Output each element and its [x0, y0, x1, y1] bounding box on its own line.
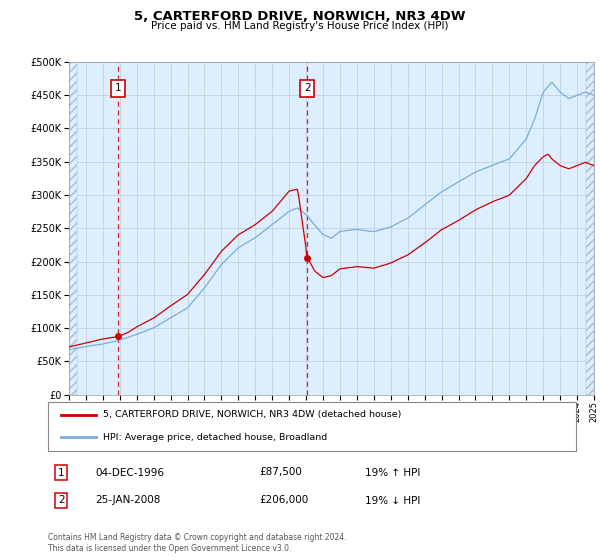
Text: Price paid vs. HM Land Registry's House Price Index (HPI): Price paid vs. HM Land Registry's House … — [151, 21, 449, 31]
Text: 1: 1 — [58, 468, 65, 478]
Polygon shape — [69, 62, 77, 395]
Text: 19% ↑ HPI: 19% ↑ HPI — [365, 468, 420, 478]
Text: 2: 2 — [58, 496, 65, 506]
Text: 25-JAN-2008: 25-JAN-2008 — [95, 496, 161, 506]
Text: 04-DEC-1996: 04-DEC-1996 — [95, 468, 164, 478]
Text: HPI: Average price, detached house, Broadland: HPI: Average price, detached house, Broa… — [103, 433, 328, 442]
Text: £206,000: £206,000 — [259, 496, 308, 506]
Text: 2: 2 — [304, 83, 311, 94]
Text: £87,500: £87,500 — [259, 468, 302, 478]
Text: Contains HM Land Registry data © Crown copyright and database right 2024.
This d: Contains HM Land Registry data © Crown c… — [48, 533, 347, 553]
Text: 5, CARTERFORD DRIVE, NORWICH, NR3 4DW (detached house): 5, CARTERFORD DRIVE, NORWICH, NR3 4DW (d… — [103, 410, 402, 419]
Text: 1: 1 — [115, 83, 122, 94]
Text: 19% ↓ HPI: 19% ↓ HPI — [365, 496, 420, 506]
Text: 5, CARTERFORD DRIVE, NORWICH, NR3 4DW: 5, CARTERFORD DRIVE, NORWICH, NR3 4DW — [134, 10, 466, 22]
Polygon shape — [586, 62, 594, 395]
FancyBboxPatch shape — [48, 402, 576, 451]
